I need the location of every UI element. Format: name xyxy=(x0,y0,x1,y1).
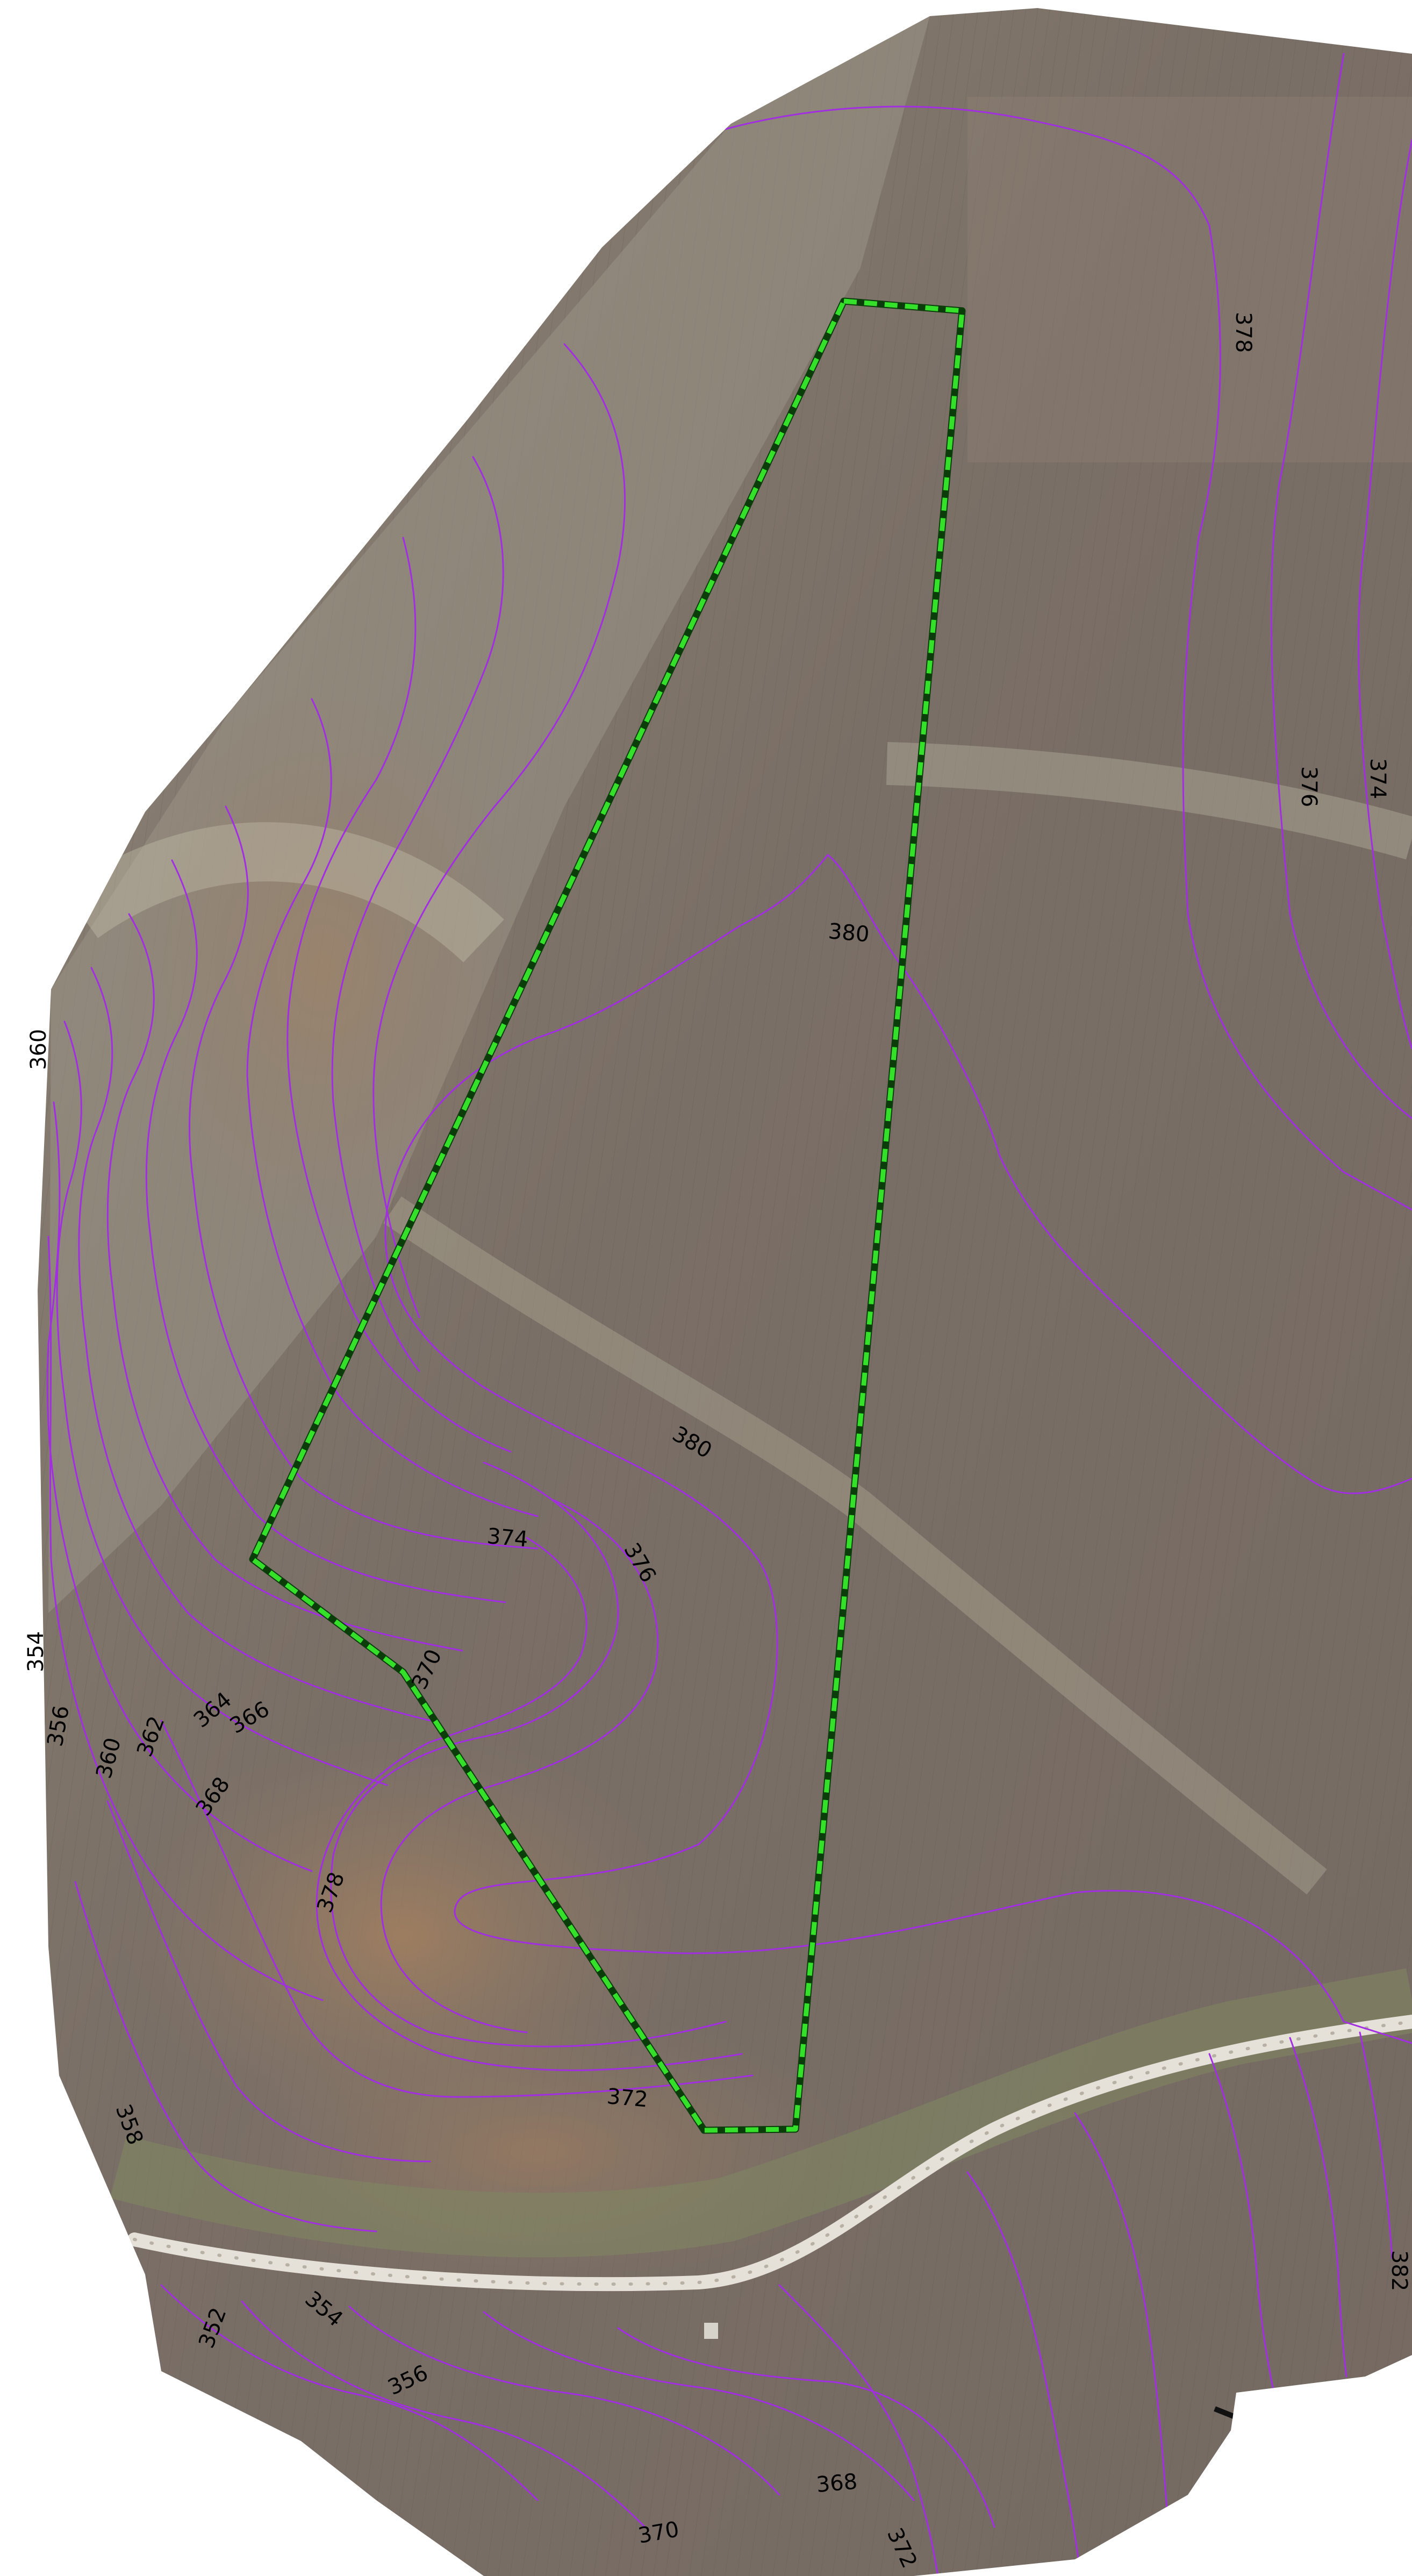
contour-labels: 360 354 356 360 362 364 366 368 370 374 … xyxy=(24,312,1411,2572)
contour-label: 374 xyxy=(1365,758,1390,799)
contour-label: 354 xyxy=(24,1631,48,1672)
contour-label: 372 xyxy=(606,2084,649,2112)
contour-label: 368 xyxy=(815,2469,858,2497)
small-building xyxy=(704,2323,718,2339)
contour-label: 360 xyxy=(26,1029,51,1070)
parcel-boundary xyxy=(249,297,966,2134)
contour-lines xyxy=(46,53,1412,2576)
contour-label: 376 xyxy=(1296,766,1321,807)
contour-label: 378 xyxy=(1231,312,1256,353)
contour-label: 380 xyxy=(827,919,870,947)
contour-label: 374 xyxy=(486,1524,529,1552)
contour-label: 382 xyxy=(1387,2250,1411,2291)
